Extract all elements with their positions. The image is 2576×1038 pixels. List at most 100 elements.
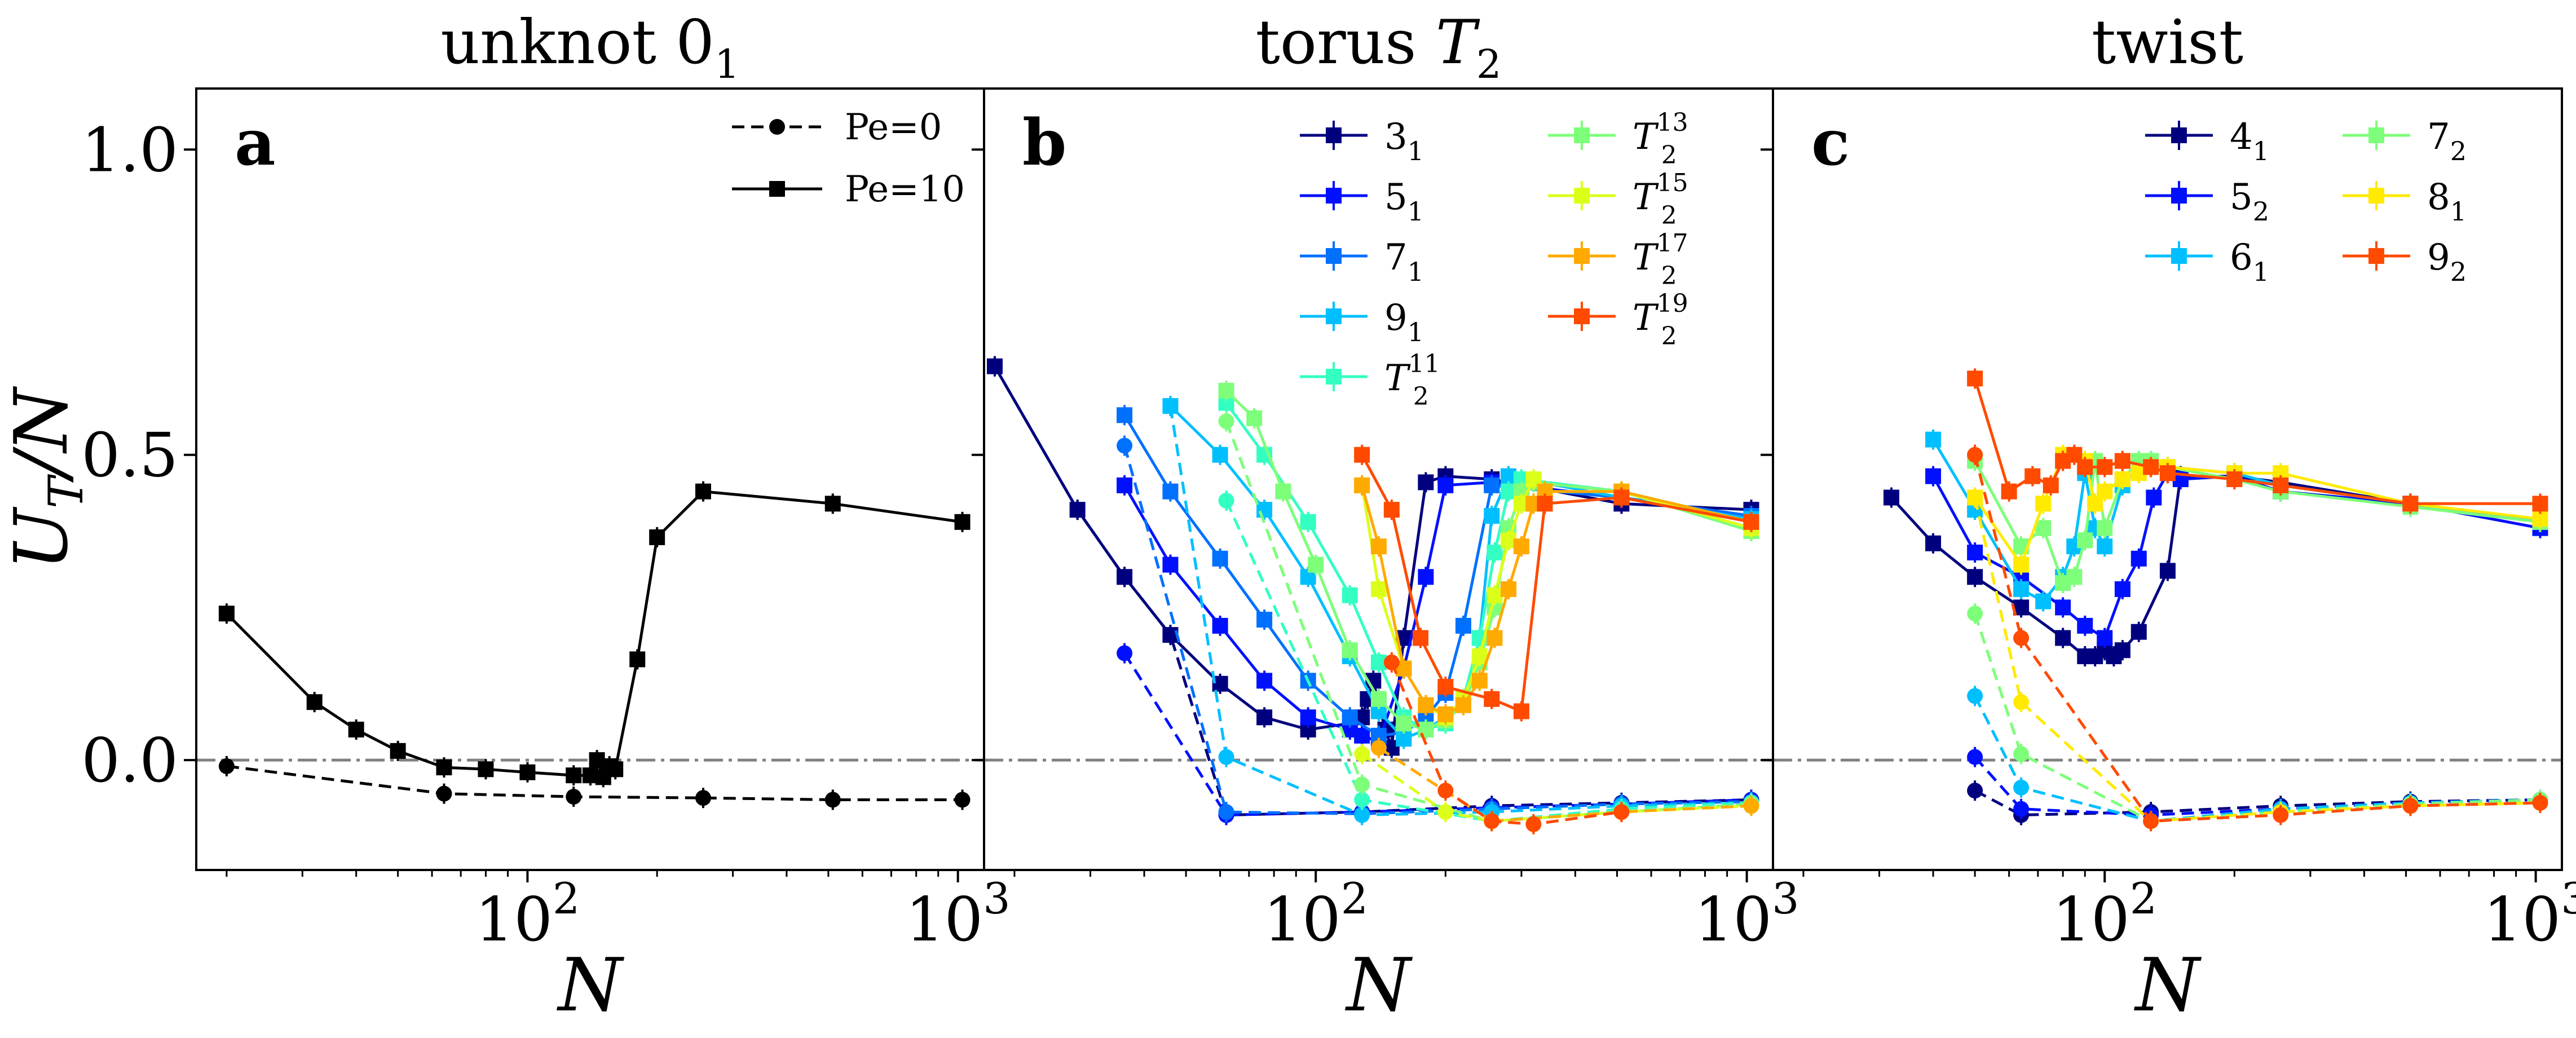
panel-b-series (986, 356, 1759, 834)
legend-label: 31 (1384, 116, 1424, 166)
data-point (566, 789, 582, 805)
series-line (1168, 405, 1752, 817)
data-point (1275, 483, 1291, 500)
legend-label: 72 (2427, 116, 2467, 166)
data-point (1437, 477, 1454, 493)
data-point (1967, 489, 1983, 506)
legend-marker (2171, 248, 2187, 264)
data-point (1212, 550, 1228, 567)
legend-label: T15 2 (1633, 169, 1688, 230)
data-point (1967, 370, 1983, 387)
data-point (986, 358, 1003, 374)
series-line (1973, 613, 2540, 823)
legend-marker (1574, 188, 1590, 204)
data-point (1218, 382, 1234, 399)
data-point (1069, 502, 1086, 518)
y-tick-label: 0.0 (81, 726, 178, 796)
data-point (1437, 706, 1454, 722)
data-point (1354, 746, 1370, 762)
data-point (1383, 502, 1400, 518)
x-tick-label: 102 (2052, 873, 2157, 955)
series-line (1378, 747, 1752, 823)
data-point (2013, 746, 2030, 762)
data-point (2035, 593, 2052, 609)
data-point (2097, 520, 2113, 536)
data-point (2066, 569, 2083, 585)
y-tick-label: 0.5 (81, 421, 178, 491)
legend-label: 41 (2230, 116, 2269, 166)
data-point (2055, 599, 2071, 616)
data-point (1613, 804, 1630, 820)
legend-marker (1326, 308, 1342, 324)
data-point (1354, 807, 1370, 823)
legend-label: 61 (2230, 237, 2269, 287)
data-point (2143, 813, 2159, 829)
legend-label: Pe=0 (845, 107, 942, 148)
data-point (1484, 813, 1500, 829)
panel-c-series (1883, 368, 2548, 832)
legend-label: 92 (2427, 237, 2467, 287)
data-point (519, 764, 536, 780)
legend-marker (2171, 188, 2187, 204)
legend-marker (2368, 188, 2384, 204)
legend-marker (769, 119, 785, 135)
data-point (1370, 691, 1387, 707)
legend-label: 81 (2427, 176, 2467, 227)
data-point (1412, 630, 1428, 646)
data-point (1354, 477, 1370, 493)
legend-marker (1326, 248, 1342, 264)
data-point (2532, 496, 2548, 512)
x-tick-label: 102 (475, 873, 580, 955)
data-point (2114, 471, 2131, 487)
data-point (629, 651, 646, 668)
panel-title: torus T2 (1256, 7, 1502, 87)
data-point (1256, 502, 1273, 518)
data-point (1537, 496, 1553, 512)
data-point (2097, 483, 2113, 500)
data-point (1383, 654, 1400, 670)
data-point (1212, 447, 1228, 463)
data-point (1455, 617, 1471, 634)
data-point (306, 694, 323, 710)
data-point (1162, 483, 1179, 500)
series-line (1361, 753, 1752, 823)
x-axis-label: N (2134, 942, 2202, 1028)
data-point (1513, 538, 1529, 555)
data-point (1487, 587, 1503, 603)
data-point (2097, 538, 2113, 555)
data-point (2035, 496, 2052, 512)
data-point (2273, 807, 2289, 823)
data-point (218, 758, 235, 774)
legend-marker (1574, 308, 1590, 324)
data-point (2532, 794, 2548, 811)
data-point (2159, 563, 2176, 579)
data-point (1925, 468, 1942, 484)
legend-label: Pe=10 (845, 169, 965, 210)
data-point (2402, 798, 2419, 814)
data-point (1354, 792, 1370, 808)
data-point (1471, 673, 1488, 689)
data-point (2013, 581, 2030, 597)
legend: 41 52 61 72 81 92 (2145, 116, 2467, 287)
data-point (2077, 532, 2093, 549)
data-point (2131, 550, 2147, 567)
data-point (436, 785, 452, 802)
data-point (2143, 459, 2159, 475)
data-point (1117, 645, 1133, 661)
data-point (2159, 465, 2176, 482)
data-point (649, 529, 665, 545)
legend-label: 91 (1384, 297, 1424, 347)
data-point (2226, 471, 2243, 487)
data-point (1437, 783, 1454, 799)
data-point (1925, 535, 1942, 551)
legend-marker (2368, 127, 2384, 143)
axes-frames (184, 87, 2563, 882)
data-point (1743, 798, 1759, 814)
data-point (695, 483, 711, 500)
data-point (390, 743, 406, 759)
data-point (1418, 474, 1434, 491)
data-point (2001, 483, 2017, 500)
legend-label: 51 (1384, 176, 1424, 227)
data-point (1455, 697, 1471, 713)
